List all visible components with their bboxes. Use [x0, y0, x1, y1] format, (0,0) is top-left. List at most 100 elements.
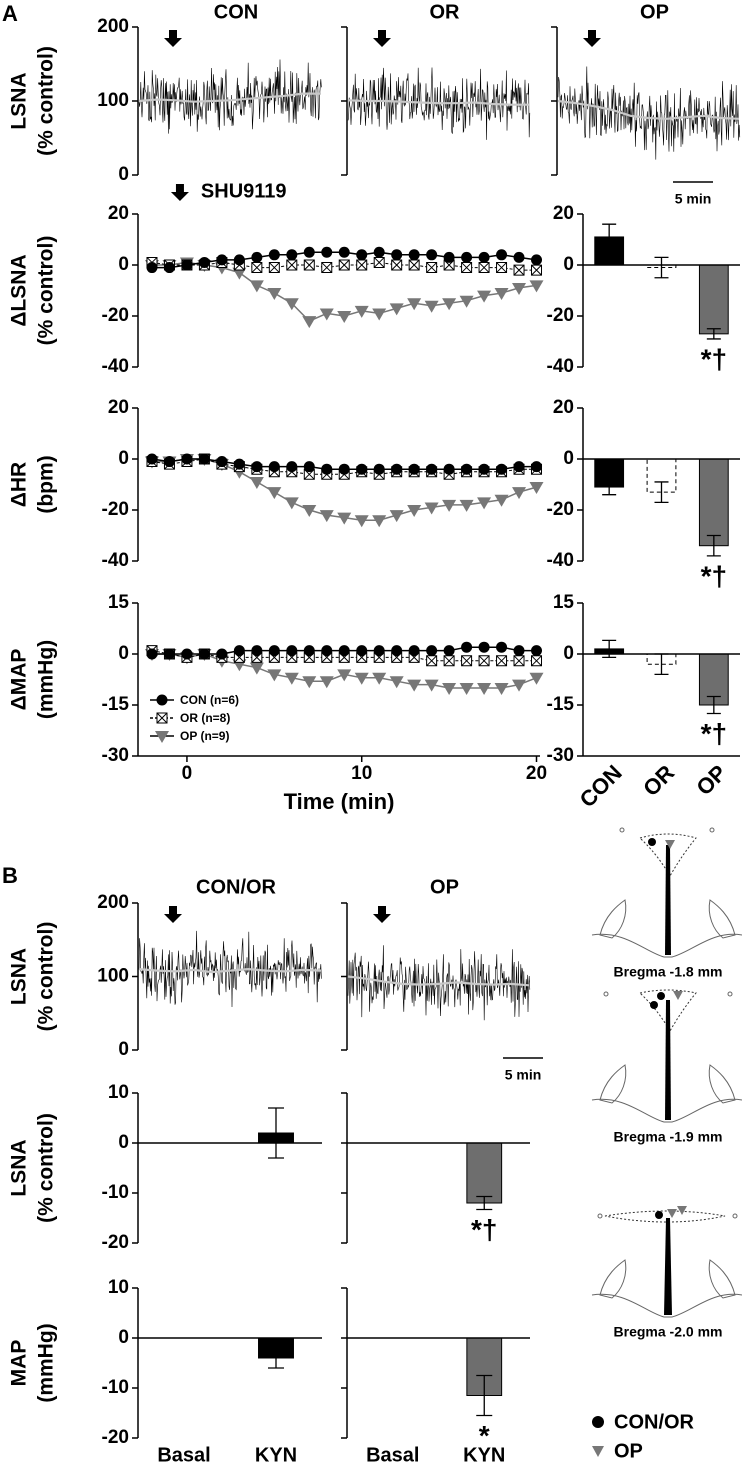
y-axis-label: (mmHg) — [35, 1323, 58, 1402]
point — [443, 463, 455, 475]
y-tick-label: 0 — [563, 643, 574, 664]
y-axis-label: ΔLSNA — [8, 254, 31, 326]
x-tick-label: 10 — [351, 763, 372, 784]
point — [494, 683, 509, 695]
landmark — [597, 1213, 603, 1219]
point — [354, 672, 369, 685]
site-con-or — [657, 992, 665, 1000]
point — [286, 645, 298, 657]
x-axis-label: Time (min) — [284, 789, 395, 814]
point — [478, 641, 490, 653]
point — [443, 251, 455, 263]
error-bar — [706, 328, 721, 340]
point — [389, 676, 404, 689]
point — [146, 453, 158, 465]
y-tick-label: -10 — [102, 1182, 129, 1203]
point — [426, 262, 438, 274]
point — [338, 246, 350, 258]
legend-marker — [592, 1446, 604, 1457]
y-axis-label: (% control) — [35, 236, 58, 346]
mean-line — [138, 967, 322, 974]
y-axis-label: ΔMAP — [8, 649, 31, 711]
site-op — [673, 991, 683, 1000]
panel-title: CON — [214, 1, 258, 23]
point — [146, 262, 158, 274]
annotation: SHU9119 — [201, 180, 287, 202]
point — [249, 476, 264, 489]
y-tick-label: 20 — [553, 397, 574, 418]
point — [389, 303, 404, 316]
atlas-section — [591, 989, 742, 1123]
error-bar — [602, 223, 617, 251]
point — [321, 645, 333, 657]
point — [198, 648, 210, 660]
legend-label: OP — [614, 1440, 643, 1462]
point — [251, 262, 263, 274]
panel-title: OP — [640, 1, 669, 23]
point — [496, 249, 508, 261]
panel-title: OR — [430, 1, 461, 23]
point — [337, 311, 352, 323]
point — [356, 645, 368, 657]
x-tick-label: OR — [638, 760, 679, 801]
legend-marker — [592, 1416, 604, 1428]
series-line — [151, 458, 537, 475]
point — [372, 672, 387, 685]
brain-lobe — [599, 1259, 627, 1299]
panel-title: OP — [430, 876, 459, 898]
point — [531, 254, 543, 266]
y-tick-label: 10 — [108, 1277, 129, 1298]
y-axis-label: (mmHg) — [35, 640, 58, 719]
ventricle — [664, 1218, 672, 1315]
y-tick-label: 0 — [118, 164, 129, 185]
point — [461, 641, 473, 653]
point — [354, 515, 369, 528]
arrow — [373, 30, 391, 47]
point — [478, 251, 490, 263]
point — [373, 645, 385, 657]
point — [249, 662, 264, 675]
y-axis-label: LSNA — [8, 1139, 31, 1196]
point — [303, 246, 315, 258]
point — [319, 308, 334, 321]
point — [249, 280, 264, 293]
point — [443, 645, 455, 657]
point — [337, 512, 352, 525]
point — [321, 463, 333, 475]
point — [426, 655, 438, 667]
point — [529, 672, 544, 685]
ventricle — [665, 845, 671, 955]
point — [531, 264, 543, 276]
scale-bar-label: 5 min — [675, 191, 712, 207]
point — [461, 251, 473, 263]
point — [372, 308, 387, 321]
y-tick-label: 0 — [118, 1039, 129, 1060]
y-tick-label: -40 — [102, 550, 129, 571]
point — [424, 300, 439, 313]
point — [338, 463, 350, 475]
annotation: *† — [701, 560, 727, 591]
y-tick-label: 0 — [118, 1132, 129, 1153]
error-bar — [654, 481, 669, 503]
landmark — [709, 827, 715, 833]
point — [512, 282, 527, 295]
legend-label: CON/OR — [614, 1411, 695, 1433]
point — [302, 505, 317, 517]
y-tick-label: -20 — [102, 1232, 129, 1253]
y-tick-label: 15 — [553, 592, 575, 613]
point — [443, 655, 455, 667]
y-tick-label: -15 — [547, 694, 575, 715]
point — [529, 280, 544, 293]
point — [426, 463, 438, 475]
point — [496, 655, 508, 667]
y-tick-label: 0 — [118, 254, 129, 275]
point — [251, 461, 263, 473]
legend-marker — [155, 731, 169, 743]
atlas-label: Bregma -1.8 mm — [614, 964, 723, 980]
series-line — [151, 261, 537, 271]
point — [356, 463, 368, 475]
landmark — [732, 1213, 738, 1219]
y-tick-label: 0 — [118, 643, 129, 664]
mean-line — [138, 92, 321, 103]
panel-title: CON/OR — [196, 876, 277, 898]
